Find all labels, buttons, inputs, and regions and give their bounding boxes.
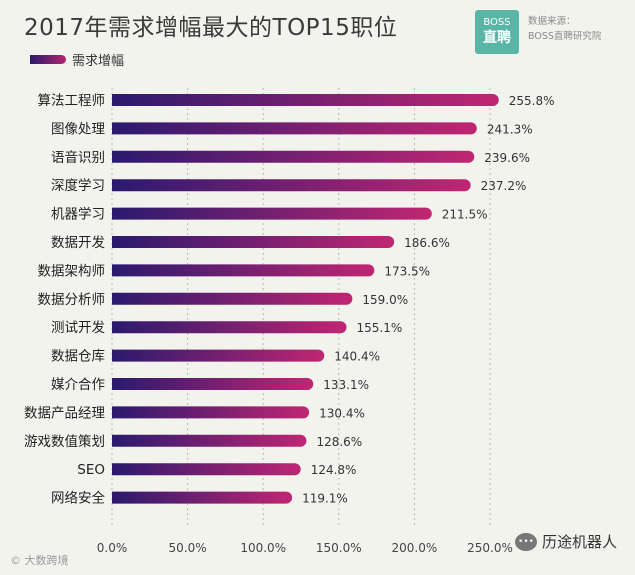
category-label: 数据开发 — [51, 235, 105, 251]
bar — [112, 179, 471, 192]
category-label: 数据架构师 — [38, 263, 106, 279]
value-label: 128.6% — [316, 435, 362, 449]
bar — [112, 150, 475, 163]
bar — [112, 491, 293, 504]
logo-text-bottom: 直聘 — [483, 30, 511, 47]
x-tick-label: 0.0% — [97, 541, 128, 555]
x-tick-label: 100.0% — [240, 541, 286, 555]
value-label: 124.8% — [311, 463, 357, 477]
category-label: 图像处理 — [51, 121, 105, 137]
category-label: 测试开发 — [51, 320, 105, 336]
bar — [112, 434, 307, 447]
category-label: 游戏数值策划 — [24, 433, 105, 450]
bar — [112, 264, 375, 277]
category-label: 网络安全 — [51, 490, 105, 507]
value-label: 239.6% — [484, 151, 530, 165]
data-source: 数据来源： BOSS直聘研究院 — [528, 14, 601, 44]
logo-text-top: BOSS — [483, 17, 511, 29]
legend: 需求增幅 — [30, 50, 124, 69]
category-label: 机器学习 — [51, 207, 105, 223]
category-label: 媒介合作 — [51, 377, 105, 393]
footer-watermark: © 大数跨境 — [10, 554, 69, 567]
category-label: 数据产品经理 — [24, 405, 105, 421]
bar — [112, 236, 395, 248]
source-name: BOSS直聘研究院 — [528, 31, 602, 43]
bar — [112, 406, 310, 419]
value-label: 119.1% — [302, 492, 348, 506]
category-label: 数据仓库 — [51, 349, 105, 365]
value-label: 133.1% — [323, 378, 369, 392]
value-label: 130.4% — [319, 406, 365, 420]
x-tick-label: 250.0% — [467, 541, 513, 555]
value-label: 159.0% — [362, 293, 408, 307]
bar — [112, 292, 353, 305]
x-tick-label: 50.0% — [169, 541, 207, 555]
category-label: SEO — [77, 462, 105, 478]
chart-title: 2017年需求增幅最大的TOP15职位 — [24, 15, 398, 41]
boss-logo: BOSS 直聘 — [475, 10, 519, 54]
category-label: 语音识别 — [51, 149, 105, 166]
bar — [112, 378, 314, 390]
value-label: 211.5% — [442, 208, 488, 222]
source-label: 数据来源： — [528, 16, 576, 27]
bar — [112, 94, 499, 106]
category-label: 数据分析师 — [38, 292, 106, 308]
value-label: 155.1% — [357, 321, 403, 335]
bar — [112, 321, 347, 334]
bar — [112, 463, 301, 476]
bar — [112, 349, 325, 362]
value-label: 186.6% — [404, 236, 450, 250]
value-label: 237.2% — [481, 179, 527, 193]
footer-account: ••• 历途机器人 — [515, 531, 617, 552]
bar — [112, 207, 432, 220]
legend-label: 需求增幅 — [72, 54, 125, 69]
value-label: 255.8% — [509, 94, 555, 108]
category-label: 深度学习 — [51, 178, 105, 194]
x-tick-label: 150.0% — [316, 541, 362, 555]
legend-swatch — [30, 55, 66, 64]
value-label: 140.4% — [334, 350, 380, 364]
value-label: 241.3% — [487, 122, 533, 136]
bar — [112, 122, 477, 135]
value-label: 173.5% — [384, 264, 430, 278]
footer-account-name: 历途机器人 — [542, 533, 618, 551]
x-tick-label: 200.0% — [392, 541, 438, 555]
category-label: 算法工程师 — [38, 93, 106, 109]
wechat-icon: ••• — [515, 532, 537, 551]
